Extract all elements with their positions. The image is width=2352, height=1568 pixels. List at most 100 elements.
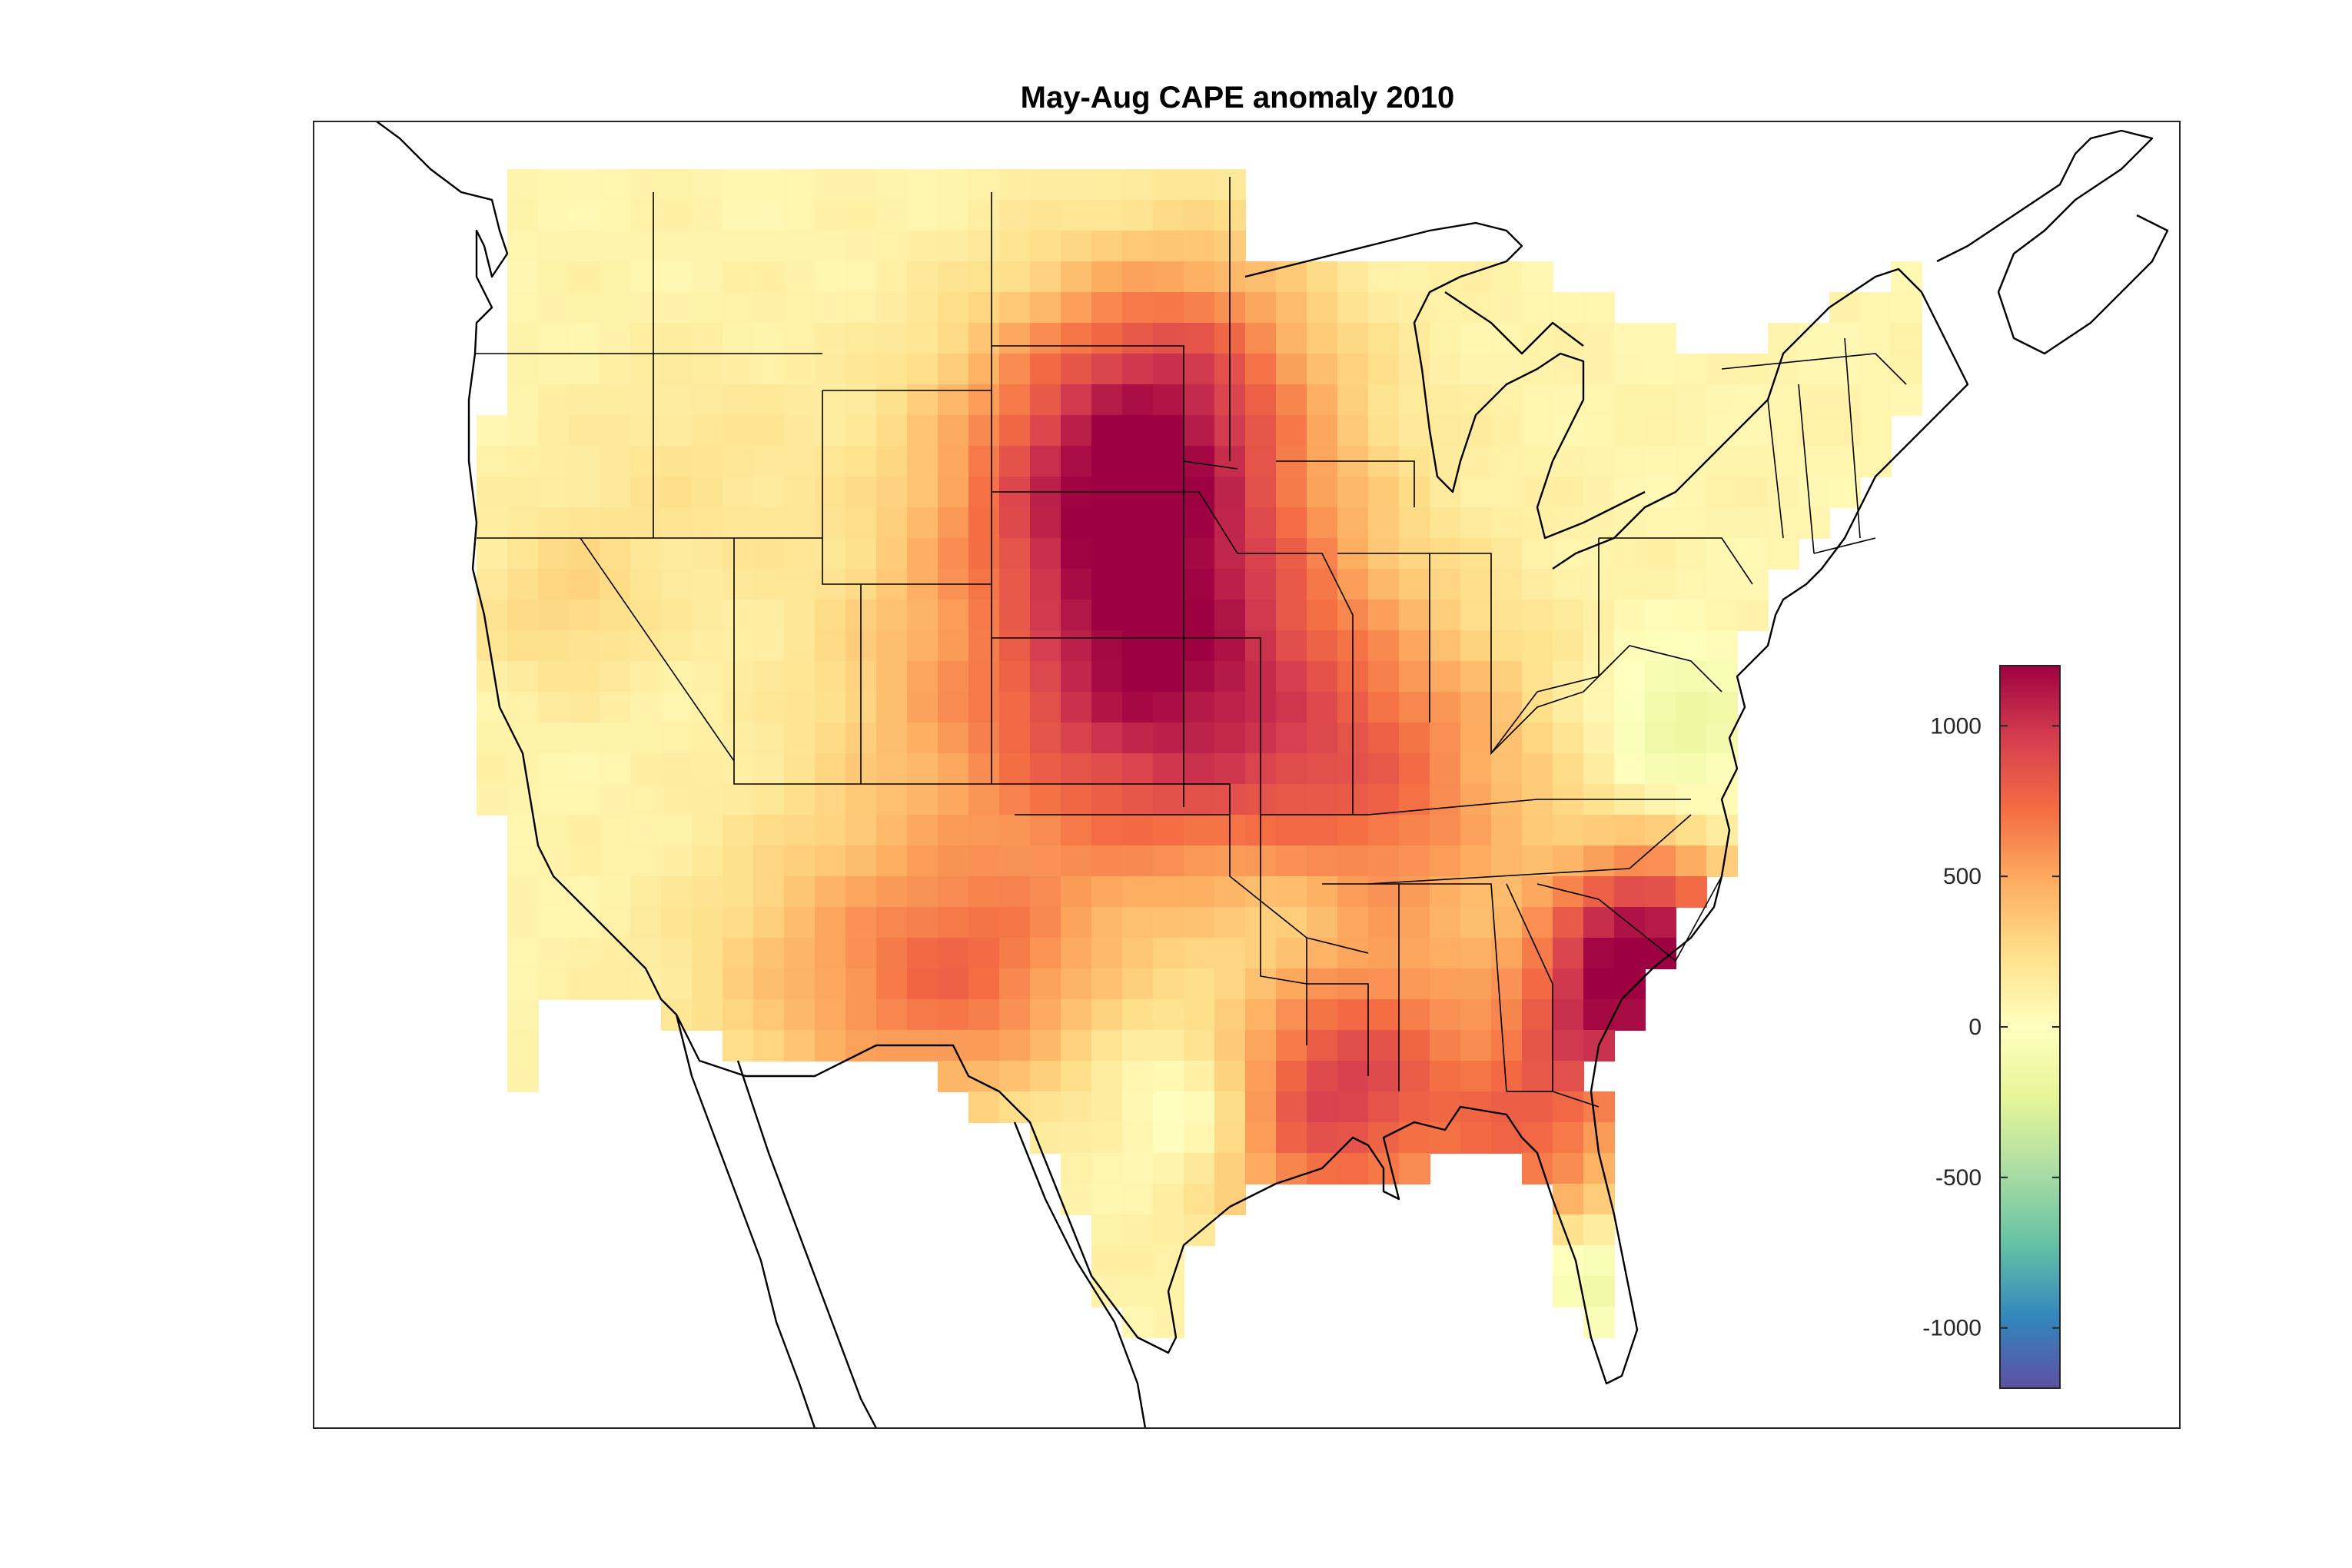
grid-cell [1460, 753, 1492, 785]
grid-cell [630, 907, 662, 938]
grid-cell [1307, 1122, 1338, 1154]
grid-cell [1460, 845, 1492, 877]
grid-cell [1491, 815, 1523, 846]
grid-cell [907, 231, 938, 262]
grid-cell [1061, 507, 1092, 539]
grid-cell [1091, 354, 1123, 385]
grid-cell [1245, 477, 1277, 508]
colorbar-ticks: 1000 500 0 -500 -1000 [1922, 713, 2060, 1341]
grid-cell [1768, 507, 1799, 539]
grid-cell [938, 968, 969, 1000]
canada-east-coast [1936, 129, 2169, 355]
grid-cell [723, 723, 754, 754]
grid-cell [1368, 907, 1400, 938]
grid-cell [1460, 907, 1492, 938]
grid-cell [1122, 600, 1154, 631]
grid-cell [1553, 569, 1584, 600]
grid-cell [1430, 815, 1461, 846]
grid-cell [723, 507, 754, 539]
grid-cell [1583, 1091, 1615, 1123]
grid-cell [1491, 507, 1523, 539]
grid-cell [661, 292, 693, 324]
grid-cell [999, 692, 1031, 723]
grid-cell [1184, 1030, 1215, 1061]
grid-cell [1676, 661, 1707, 693]
grid-cell [1614, 753, 1646, 785]
grid-cell [1091, 446, 1123, 477]
grid-cell [723, 753, 754, 785]
grid-cell [630, 323, 662, 354]
grid-cell [753, 169, 785, 201]
grid-cell [630, 415, 662, 447]
grid-cell [569, 261, 600, 293]
grid-cell [1399, 1030, 1430, 1061]
grid-cell [1307, 569, 1338, 600]
grid-cell [1122, 1030, 1154, 1061]
grid-cell [1276, 723, 1307, 754]
grid-cell [661, 323, 693, 354]
grid-cell [753, 415, 785, 447]
grid-cell [1061, 538, 1092, 570]
grid-cell [507, 692, 539, 723]
grid-cell [507, 169, 539, 201]
grid-cell [1276, 815, 1307, 846]
grid-cell [1030, 999, 1061, 1031]
grid-cell [1706, 415, 1738, 447]
grid-cell [1553, 630, 1584, 662]
grid-cell [1368, 354, 1400, 385]
grid-cell [1030, 354, 1061, 385]
colorbar-tick-label: -1000 [1922, 1316, 1982, 1341]
grid-cell [477, 477, 508, 508]
grid-cell [784, 630, 816, 662]
grid-cell [999, 999, 1031, 1031]
grid-cell [1184, 999, 1215, 1031]
grid-cell [1276, 415, 1307, 447]
grid-cell [1184, 907, 1215, 938]
grid-cell [1553, 354, 1584, 385]
grid-cell [1491, 753, 1523, 785]
grid-cell [1706, 692, 1738, 723]
grid-cell [1184, 1184, 1215, 1215]
grid-cell [784, 784, 816, 816]
grid-cell [753, 661, 785, 693]
grid-cell [1676, 600, 1707, 631]
grid-cell [1399, 261, 1430, 293]
grid-cell [1768, 323, 1799, 354]
grid-cell [1430, 907, 1461, 938]
grid-cell [1583, 415, 1615, 447]
grid-cell [1460, 692, 1492, 723]
grid-cell [1583, 477, 1615, 508]
grid-cell [1122, 415, 1154, 447]
grid-cell [815, 1030, 846, 1061]
grid-cell [907, 261, 938, 293]
grid-cell [1522, 1091, 1553, 1123]
chart-title: May-Aug CAPE anomaly 2010 [1021, 81, 1455, 115]
grid-cell [815, 845, 846, 877]
grid-cell [1214, 600, 1246, 631]
grid-cell [815, 261, 846, 293]
grid-cell [477, 784, 508, 816]
grid-cell [1307, 507, 1338, 539]
grid-cell [1583, 723, 1615, 754]
grid-cell [1122, 1184, 1154, 1215]
grid-cell [907, 876, 938, 908]
grid-cell [815, 753, 846, 785]
grid-cell [845, 876, 877, 908]
grid-cell [661, 723, 693, 754]
grid-cell [1399, 815, 1430, 846]
grid-cell [1491, 600, 1523, 631]
grid-cell [1030, 538, 1061, 570]
grid-cell [1307, 261, 1338, 293]
grid-cell [1430, 384, 1461, 416]
grid-cell [507, 507, 539, 539]
grid-cell [784, 815, 816, 846]
grid-cell [845, 323, 877, 354]
grid-cell [876, 938, 908, 969]
grid-cell [1030, 1122, 1061, 1154]
grid-cell [1307, 661, 1338, 693]
grid-cell [907, 169, 938, 201]
grid-cell [538, 169, 570, 201]
grid-cell [1061, 200, 1092, 231]
grid-cell [661, 876, 693, 908]
grid-cell [1614, 323, 1646, 354]
